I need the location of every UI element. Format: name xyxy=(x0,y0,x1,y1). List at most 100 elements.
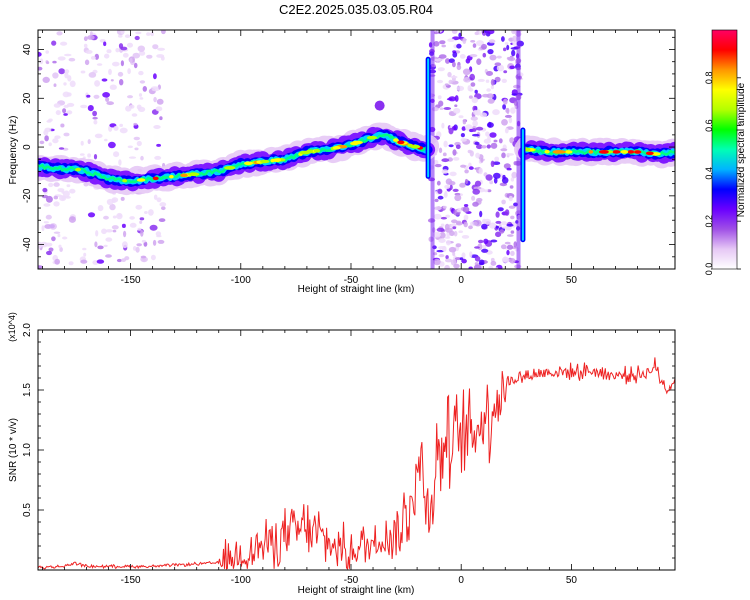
noise-speckle xyxy=(129,222,137,228)
noise-speckle xyxy=(489,222,496,229)
noise-speckle xyxy=(501,256,510,263)
noise-speckle xyxy=(503,70,508,74)
noise-speckle xyxy=(109,203,116,211)
noise-speckle xyxy=(117,71,124,77)
noise-speckle xyxy=(59,195,67,202)
noise-speckle xyxy=(148,209,154,216)
snr-x-tick-label: -100 xyxy=(231,575,251,586)
noise-speckle xyxy=(90,56,96,60)
noise-speckle xyxy=(38,51,42,57)
noise-speckle xyxy=(120,30,125,34)
noise-speckle xyxy=(444,236,451,239)
noise-speckle xyxy=(468,88,474,92)
noise-speckle xyxy=(39,58,44,65)
noise-speckle xyxy=(63,113,68,116)
noise-speckle xyxy=(120,196,125,201)
noise-speckle xyxy=(46,61,50,65)
noise-speckle xyxy=(447,71,452,78)
noise-speckle xyxy=(140,255,147,259)
noise-speckle xyxy=(105,237,113,242)
noise-speckle xyxy=(470,82,476,87)
noise-speckle xyxy=(510,107,516,114)
noise-speckle xyxy=(510,230,515,234)
noise-speckle xyxy=(59,247,63,252)
noise-speckle xyxy=(492,109,500,116)
noise-speckle xyxy=(488,265,494,269)
noise-speckle xyxy=(60,41,68,46)
noise-speckle xyxy=(88,72,97,78)
noise-speckle xyxy=(152,239,157,246)
noise-speckle xyxy=(111,197,119,203)
noise-speckle xyxy=(82,247,87,251)
noise-speckle xyxy=(452,149,457,156)
noise-speckle xyxy=(440,216,447,220)
noise-speckle xyxy=(104,53,110,59)
colorbar-ticks: 0.0 0.2 0.4 0.6 0.8 xyxy=(704,72,741,275)
noise-speckle xyxy=(64,72,69,79)
noise-speckle xyxy=(139,220,143,224)
noise-speckle xyxy=(56,31,63,36)
noise-speckle xyxy=(504,42,509,45)
noise-speckle xyxy=(479,112,488,118)
noise-speckle xyxy=(512,35,517,42)
noise-speckle xyxy=(436,249,445,253)
noise-speckle xyxy=(474,141,480,145)
noise-speckle xyxy=(473,109,479,115)
noise-speckle xyxy=(481,248,489,253)
noise-speckle xyxy=(483,218,492,225)
noise-speckle xyxy=(80,140,84,146)
noise-speckle xyxy=(476,40,484,47)
noise-speckle xyxy=(468,95,473,99)
noise-speckle xyxy=(495,211,500,218)
noise-speckle xyxy=(97,245,104,250)
noise-speckle xyxy=(42,187,48,193)
noise-speckle xyxy=(501,78,507,83)
ridge-hotspot xyxy=(272,158,281,162)
colorbar: 0.0 0.2 0.4 0.6 0.8 Normalized spectral ampl… xyxy=(704,29,747,275)
noise-speckle xyxy=(152,44,159,50)
noise-speckle xyxy=(129,58,133,63)
noise-speckle xyxy=(101,228,107,235)
noise-speckle xyxy=(141,239,146,243)
noise-speckle xyxy=(448,246,457,253)
noise-speckle xyxy=(120,60,124,67)
noise-speckle xyxy=(443,107,452,110)
noise-speckle xyxy=(454,257,462,261)
noise-speckle xyxy=(153,194,158,200)
noise-speckle xyxy=(456,85,465,91)
noise-speckle xyxy=(161,206,166,211)
noise-speckle xyxy=(53,201,60,207)
noise-speckle xyxy=(442,152,447,157)
noise-speckle xyxy=(443,192,448,198)
noise-speckle xyxy=(54,258,60,265)
noise-speckle xyxy=(63,132,70,137)
noise-speckle xyxy=(139,217,145,221)
noise-speckle xyxy=(434,163,442,168)
noise-speckle xyxy=(459,257,464,261)
noise-speckle xyxy=(135,246,140,253)
noise-speckle xyxy=(483,189,489,193)
noise-speckle xyxy=(60,123,65,128)
noise-speckle xyxy=(460,133,465,138)
ridge-hotspot xyxy=(332,146,341,150)
noise-speckle xyxy=(140,155,144,161)
noise-speckle xyxy=(156,98,164,105)
noise-speckle xyxy=(51,40,57,46)
noise-speckle xyxy=(460,164,467,168)
ridge-hotspot xyxy=(169,174,174,179)
ridge-hotspot xyxy=(393,138,399,142)
noise-speckle xyxy=(110,79,114,82)
noise-speckle xyxy=(127,95,133,99)
noise-speckle xyxy=(481,223,488,230)
noise-speckle xyxy=(472,43,477,48)
noise-speckle xyxy=(68,261,74,266)
noise-speckle xyxy=(58,147,65,150)
noise-speckle xyxy=(445,214,451,218)
noise-speckle xyxy=(45,50,49,54)
noise-speckle xyxy=(511,49,516,57)
noise-speckle xyxy=(472,201,479,207)
noise-speckle xyxy=(460,138,467,142)
snr-x-axis: -150 -100 -50 0 50 xyxy=(42,330,660,586)
spectrogram-frame xyxy=(37,29,676,270)
spectrogram-x-tick-label: 50 xyxy=(566,275,578,286)
